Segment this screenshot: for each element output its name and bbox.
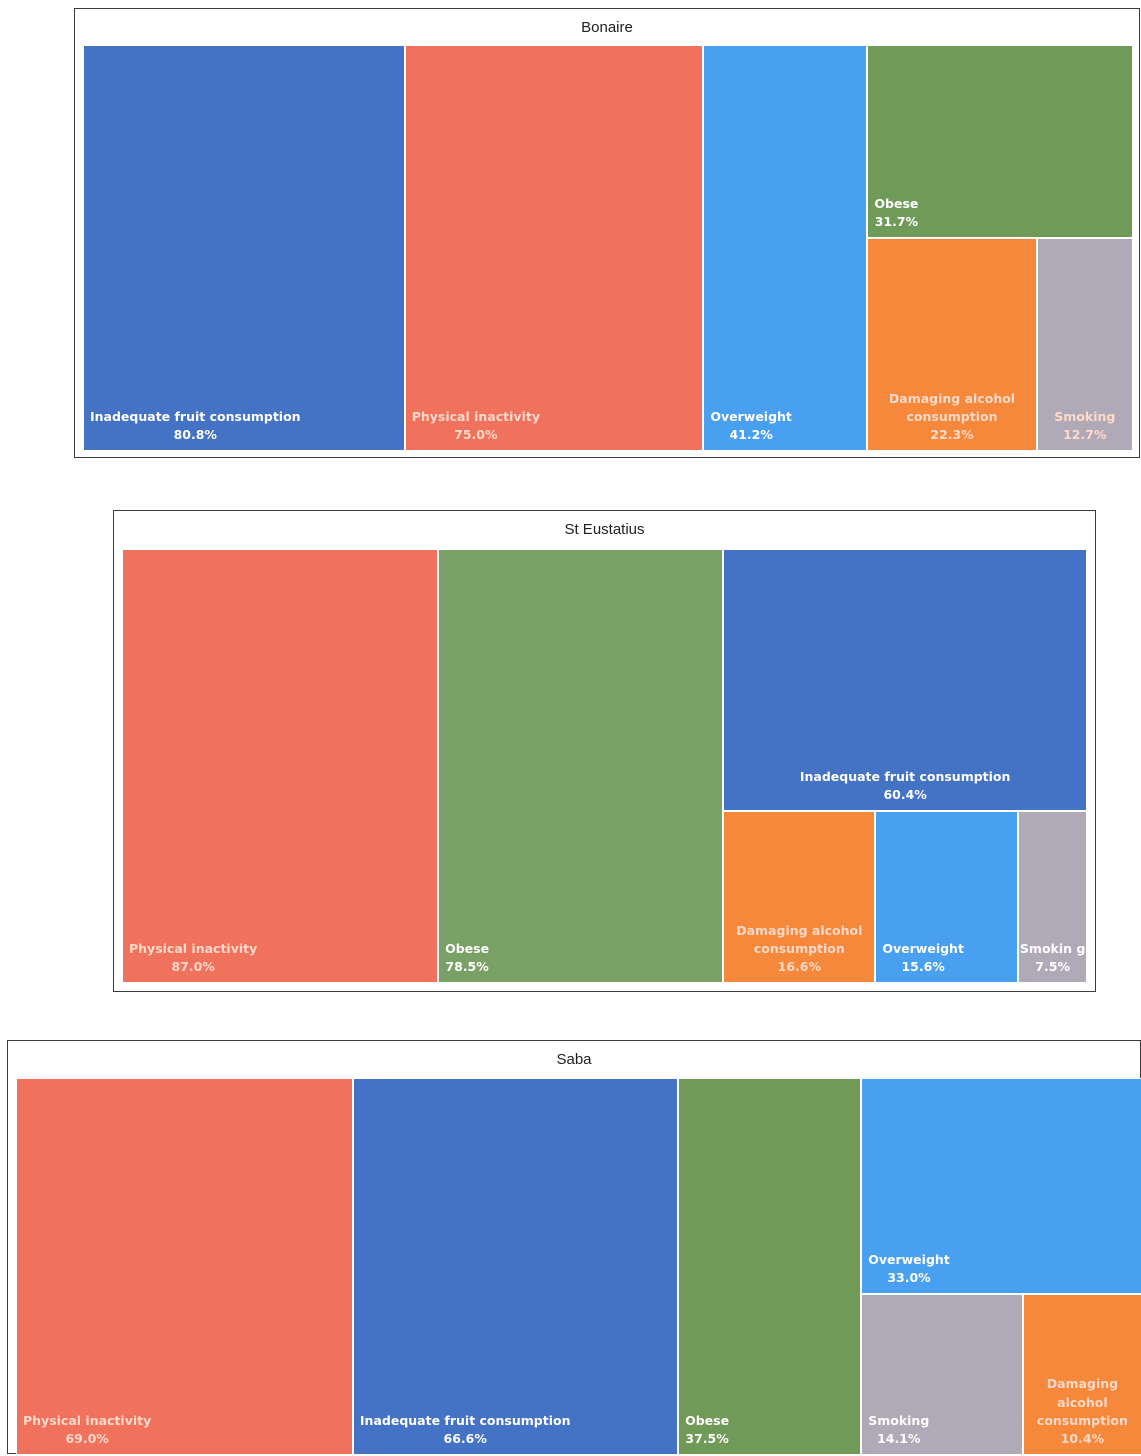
tile-value-label: 75.0%	[454, 426, 498, 442]
tile-category-label: Smokin g	[1019, 940, 1086, 956]
tile-value-label: 60.4%	[883, 786, 927, 802]
treemap-tile-obese: Obese 78.5%	[438, 549, 724, 983]
treemap-tile-smoking: Smoking 12.7%	[1036, 237, 1133, 451]
tile-label: Damaging alcohol consumption 16.6%	[724, 922, 874, 976]
treemap-plot: Physical inactivity 87.0% Obese 78.5% Inadeq…	[122, 549, 1087, 983]
tile-category-label: Obese	[874, 195, 919, 211]
tile-label: Inadequate fruit consumption 66.6%	[360, 1412, 571, 1448]
chart-title: Bonaire	[581, 19, 633, 36]
tile-category-label: Damaging alcohol consumption	[1036, 1376, 1128, 1428]
tile-label: Damaging alcohol consumption 22.3%	[868, 390, 1035, 444]
treemap-tile-inadequate-fruit-consumption: Inadequate fruit consumption 66.6%	[352, 1078, 679, 1455]
tile-value-label: 7.5%	[1035, 958, 1070, 974]
tile-label: Obese 78.5%	[445, 940, 489, 976]
tile-label: Physical inactivity 75.0%	[412, 408, 540, 444]
treemap-tile-damaging-alcohol-consumption: Damaging alcohol consumption 22.3%	[867, 237, 1037, 451]
treemap-plot: Inadequate fruit consumption 80.8% Physica…	[83, 45, 1133, 451]
tile-value-label: 14.1%	[877, 1430, 921, 1446]
tile-label: Inadequate fruit consumption 60.4%	[724, 768, 1086, 804]
tile-value-label: 69.0%	[65, 1430, 109, 1446]
chart-title: Saba	[556, 1051, 592, 1068]
treemap-tile-damaging-alcohol-consumption: Damaging alcohol consumption 16.6%	[723, 810, 876, 983]
treemap-tile-physical-inactivity: Physical inactivity 75.0%	[404, 45, 704, 451]
tile-value-label: 78.5%	[445, 958, 489, 974]
treemap-tile-inadequate-fruit-consumption: Inadequate fruit consumption 60.4%	[723, 549, 1087, 811]
tile-label: Inadequate fruit consumption 80.8%	[90, 408, 301, 444]
tile-category-label: Inadequate fruit consumption	[799, 768, 1011, 784]
tile-value-label: 66.6%	[443, 1430, 487, 1446]
chart-title: St Eustatius	[564, 521, 645, 538]
tile-label: Smokin g 7.5%	[1019, 940, 1086, 976]
tile-category-label: Damaging alcohol consumption	[736, 922, 863, 956]
tile-category-label: Overweight	[882, 940, 964, 956]
tile-label: Damaging alcohol consumption 10.4%	[1024, 1375, 1141, 1448]
tile-value-label: 41.2%	[729, 426, 773, 442]
treemap-panel-bonaire: Bonaire Inadequate fruit consumption 80.8…	[74, 8, 1140, 458]
tile-category-label: Obese	[685, 1412, 730, 1428]
tile-category-label: Physical inactivity	[23, 1412, 152, 1428]
treemap-tile-physical-inactivity: Physical inactivity 69.0%	[16, 1078, 353, 1455]
treemap-tile-smoking: Smokin g 7.5%	[1018, 810, 1087, 983]
tile-value-label: 37.5%	[685, 1430, 729, 1446]
tile-value-label: 33.0%	[887, 1270, 931, 1286]
tile-category-label: Obese	[445, 940, 490, 956]
tile-value-label: 22.3%	[930, 426, 974, 442]
tile-category-label: Overweight	[868, 1252, 950, 1268]
tile-label: Obese 31.7%	[874, 195, 918, 231]
tile-label: Overweight 41.2%	[710, 408, 792, 444]
tile-category-label: Physical inactivity	[411, 408, 540, 424]
tile-value-label: 16.6%	[777, 958, 822, 974]
tile-category-label: Inadequate fruit consumption	[359, 1412, 571, 1428]
tile-label: Obese 37.5%	[685, 1412, 729, 1448]
tile-value-label: 12.7%	[1063, 426, 1107, 442]
tile-category-label: Smoking	[1054, 408, 1116, 424]
tile-category-label: Physical inactivity	[129, 940, 258, 956]
treemap-plot: Physical inactivity 69.0% Inadequate fruit…	[16, 1078, 1141, 1455]
treemap-tile-physical-inactivity: Physical inactivity 87.0%	[122, 549, 439, 983]
treemap-tile-overweight: Overweight 15.6%	[875, 810, 1019, 983]
tile-label: Physical inactivity 87.0%	[129, 940, 257, 976]
tile-category-label: Inadequate fruit consumption	[90, 408, 301, 424]
treemap-tile-damaging-alcohol-consumption: Damaging alcohol consumption 10.4%	[1022, 1294, 1141, 1455]
tile-category-label: Overweight	[710, 408, 792, 424]
tile-value-label: 87.0%	[171, 958, 215, 974]
tile-label: Smoking 12.7%	[1038, 408, 1132, 444]
tile-label: Smoking 14.1%	[868, 1412, 929, 1448]
treemap-tile-overweight: Overweight 41.2%	[703, 45, 868, 451]
tile-category-label: Smoking	[868, 1412, 930, 1428]
tile-value-label: 10.4%	[1060, 1430, 1105, 1446]
tile-value-label: 31.7%	[874, 213, 919, 229]
treemap-tile-smoking: Smoking 14.1%	[861, 1294, 1023, 1455]
treemap-panel-saba: Saba Physical inactivity 69.0% Inadequate …	[7, 1040, 1141, 1455]
tile-label: Overweight 15.6%	[882, 940, 964, 976]
treemap-tile-overweight: Overweight 33.0%	[861, 1078, 1141, 1295]
tile-label: Physical inactivity 69.0%	[23, 1412, 151, 1448]
treemap-tile-inadequate-fruit-consumption: Inadequate fruit consumption 80.8%	[83, 45, 405, 451]
treemap-panel-st-eustatius: St Eustatius Physical inactivity 87.0% Obe…	[113, 510, 1096, 992]
tile-value-label: 15.6%	[901, 958, 945, 974]
treemap-tile-obese: Obese 37.5%	[678, 1078, 862, 1455]
tile-value-label: 80.8%	[173, 426, 217, 442]
tile-label: Overweight 33.0%	[868, 1251, 950, 1287]
tile-category-label: Damaging alcohol consumption	[888, 390, 1016, 424]
treemap-tile-obese: Obese 31.7%	[867, 45, 1133, 238]
